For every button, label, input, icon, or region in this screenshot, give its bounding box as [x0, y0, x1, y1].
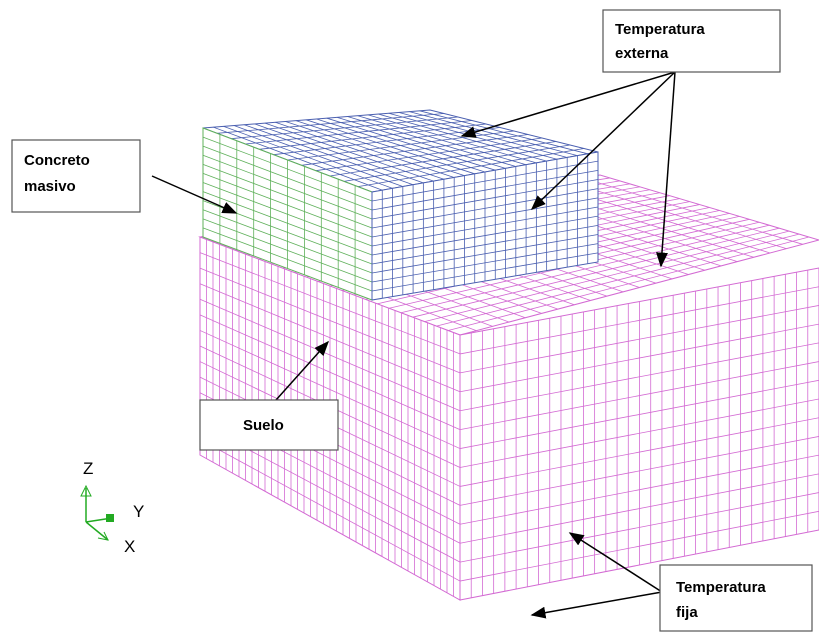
label-concreto: Concreto masivo: [12, 140, 140, 212]
label-suelo: Suelo: [200, 400, 338, 450]
mesh: [200, 110, 819, 600]
label-text: Temperatura: [615, 21, 705, 38]
label-text: masivo: [24, 178, 76, 195]
label-temperatura-fija: Temperatura fija: [660, 565, 812, 631]
label-text: Concreto: [24, 152, 90, 169]
label-temperatura-externa: Temperatura externa: [603, 10, 780, 72]
axis-label: Z: [83, 459, 93, 478]
label-text: fija: [676, 604, 698, 621]
label-text: externa: [615, 45, 669, 62]
axis-label: X: [124, 537, 135, 556]
diagram: Z Y X Temperatura externa Concreto masiv…: [0, 0, 819, 641]
label-text: Temperatura: [676, 579, 766, 596]
axis-triad: Z Y X: [81, 459, 144, 556]
label-text: Suelo: [243, 417, 284, 434]
axis-label: Y: [133, 502, 144, 521]
